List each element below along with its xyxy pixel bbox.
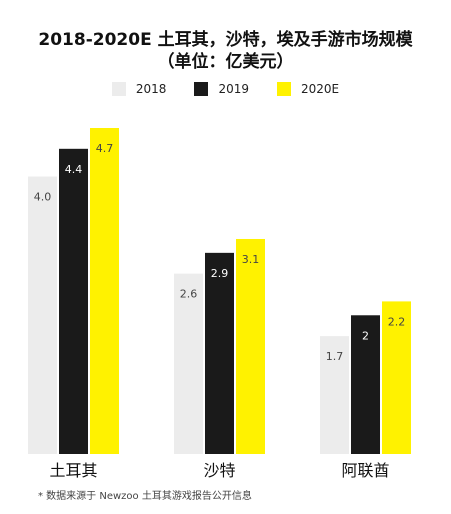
data-label-turkey-2018: 4.0 bbox=[34, 191, 52, 204]
bar-uae-2019 bbox=[351, 315, 380, 454]
chart-title: 2018-2020E 土耳其，沙特，埃及手游市场规模 bbox=[38, 30, 413, 50]
legend-swatch-2018 bbox=[111, 82, 126, 96]
data-label-saudi-2018: 2.6 bbox=[180, 288, 198, 301]
legend-label-2019: 2019 bbox=[218, 82, 249, 96]
category-label-uae: 阿联酋 bbox=[341, 461, 389, 480]
bar-uae-2020e bbox=[382, 301, 411, 454]
legend-swatch-2019 bbox=[194, 82, 209, 96]
chart-subtitle: （单位：亿美元） bbox=[157, 52, 294, 72]
data-label-turkey-2019: 4.4 bbox=[65, 163, 83, 176]
legend-item-2018: 2018 bbox=[111, 82, 167, 96]
data-label-saudi-2020e: 3.1 bbox=[242, 253, 260, 266]
bar-turkey-2020e bbox=[90, 128, 119, 454]
data-label-uae-2019: 2 bbox=[362, 329, 369, 342]
bar-uae-2018 bbox=[320, 336, 349, 454]
data-label-turkey-2020e: 4.7 bbox=[96, 142, 114, 155]
category-label-turkey: 土耳其 bbox=[49, 461, 97, 480]
data-label-saudi-2019: 2.9 bbox=[211, 267, 229, 280]
bar-saudi-2018 bbox=[174, 273, 203, 454]
bar-turkey-2018 bbox=[28, 176, 57, 454]
chart-legend: 2018 2019 2020E bbox=[0, 82, 451, 96]
legend-label-2020e: 2020E bbox=[300, 82, 340, 96]
bar-saudi-2019 bbox=[205, 252, 234, 454]
category-label-saudi: 沙特 bbox=[203, 461, 235, 480]
data-label-uae-2020e: 2.2 bbox=[388, 315, 406, 328]
legend-item-2020e: 2020E bbox=[276, 82, 340, 96]
bar-saudi-2020e bbox=[236, 238, 265, 454]
source-footnote: * 数据来源于 Newzoo 土耳其游戏报告公开信息 bbox=[38, 491, 252, 502]
legend-swatch-2020e bbox=[276, 82, 291, 96]
legend-label-2018: 2018 bbox=[135, 82, 167, 96]
legend-item-2019: 2019 bbox=[194, 82, 249, 96]
bar-turkey-2019 bbox=[59, 148, 88, 454]
data-label-uae-2018: 1.7 bbox=[326, 350, 344, 363]
